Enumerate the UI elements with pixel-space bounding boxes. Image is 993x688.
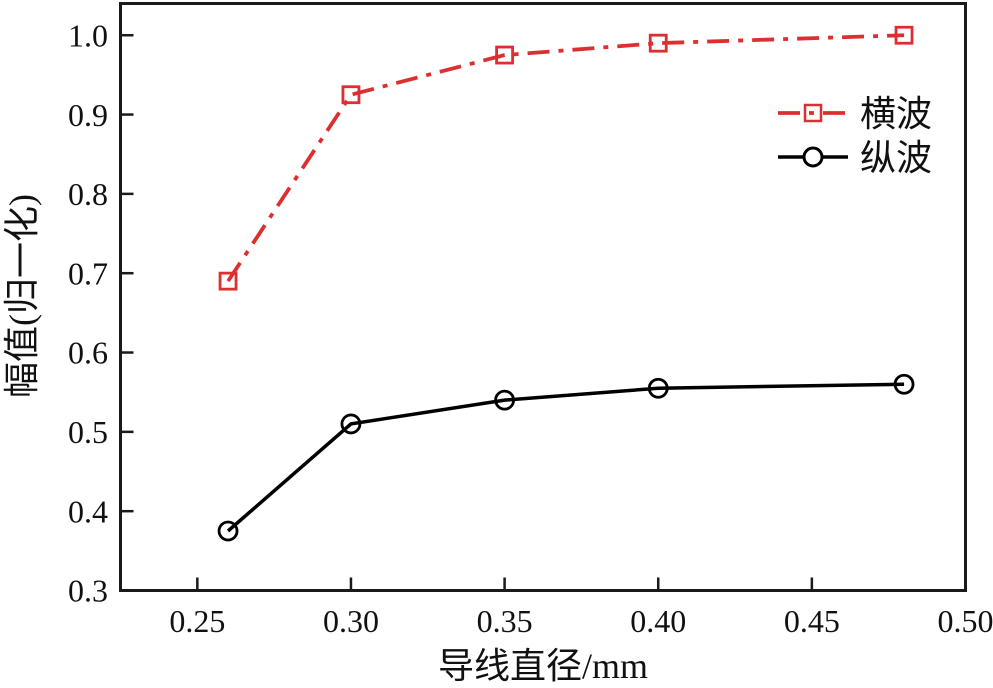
legend-sample-marker-transverse-wave xyxy=(803,103,823,123)
x-axis-tick-label: 0.35 xyxy=(477,603,533,639)
legend: 横波 纵波 xyxy=(778,94,932,178)
x-axis-tick-label: 0.50 xyxy=(938,603,993,639)
data-marker-longitudinal-wave xyxy=(647,377,669,399)
y-axis-tick-label: 0.6 xyxy=(68,335,108,371)
data-marker-transverse-wave xyxy=(648,33,668,53)
data-marker-transverse-wave xyxy=(495,45,514,65)
data-marker-longitudinal-wave xyxy=(893,373,915,395)
series-line-longitudinal-wave xyxy=(226,382,905,533)
y-axis-tick-label: 0.4 xyxy=(68,493,108,529)
legend-label-transverse-wave: 横波 xyxy=(860,94,932,134)
data-marker-longitudinal-wave xyxy=(494,389,515,411)
y-axis-title: 幅值(归一化) xyxy=(2,194,42,398)
x-axis-tick-label: 0.30 xyxy=(323,603,379,639)
x-axis-tick-label: 0.45 xyxy=(784,603,840,639)
data-marker-longitudinal-wave xyxy=(340,413,362,435)
data-marker-transverse-wave xyxy=(218,271,238,291)
y-axis-tick-label: 0.9 xyxy=(68,97,108,133)
y-axis-tick-label: 0.5 xyxy=(68,414,108,450)
legend-sample-marker-longitudinal-wave xyxy=(802,146,824,168)
data-marker-transverse-wave xyxy=(894,25,914,45)
x-axis-tick-label: 0.40 xyxy=(630,603,686,639)
y-axis-tick-label: 0.7 xyxy=(68,255,108,291)
y-axis-tick-label: 0.3 xyxy=(68,573,108,609)
legend-label-longitudinal-wave: 纵波 xyxy=(860,138,932,178)
x-axis-title: 导线直径/mm xyxy=(438,646,648,686)
data-marker-longitudinal-wave xyxy=(217,520,239,542)
series-layer xyxy=(217,25,915,542)
x-axis-tick-label: 0.25 xyxy=(169,603,225,639)
series-line-transverse-wave xyxy=(226,33,905,283)
y-axis-tick-label: 1.0 xyxy=(68,17,108,53)
plot-border xyxy=(119,2,967,592)
axes-layer: 0.25 0.30 0.35 0.40 0.45 0.50 0.3 0.4 0.5 0.6 0.7 0… xyxy=(68,2,993,639)
legend-samples xyxy=(778,103,848,168)
y-axis-tick-label: 0.8 xyxy=(68,176,108,212)
data-marker-transverse-wave xyxy=(341,85,361,105)
